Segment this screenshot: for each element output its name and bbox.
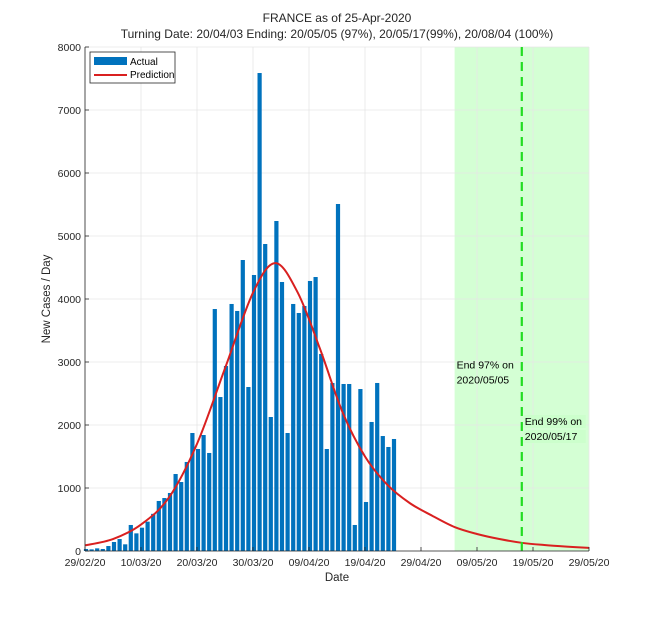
bar — [302, 305, 307, 551]
y-tick-label: 6000 — [58, 168, 82, 180]
legend-swatch-actual — [94, 57, 127, 65]
x-tick-label: 19/05/20 — [513, 557, 554, 569]
prediction-line — [84, 262, 590, 549]
bar — [358, 389, 363, 551]
bar — [184, 461, 189, 551]
bar — [268, 416, 273, 551]
bar — [145, 521, 150, 551]
bar — [380, 436, 385, 551]
bar — [223, 365, 229, 551]
bar — [167, 492, 173, 551]
bar — [369, 421, 374, 551]
bar — [251, 274, 257, 551]
bar — [279, 281, 285, 551]
y-axis-label: New Cases / Day — [41, 254, 53, 343]
y-tick-label: 7000 — [58, 105, 82, 117]
bar — [274, 221, 279, 552]
bar — [235, 310, 240, 551]
bar — [195, 449, 201, 551]
bar — [246, 387, 251, 551]
bar — [117, 539, 122, 551]
bar — [128, 524, 133, 551]
bar — [201, 435, 206, 551]
bar — [347, 383, 352, 551]
x-tick-label: 19/04/20 — [345, 557, 386, 569]
bar — [106, 546, 111, 551]
annotation-text: 2020/05/17 — [525, 431, 578, 443]
x-tick-label: 10/03/20 — [121, 557, 162, 569]
y-tick-label: 8000 — [58, 42, 82, 54]
bar — [89, 549, 94, 551]
x-tick-label: 09/05/20 — [457, 557, 498, 569]
bar — [285, 433, 290, 551]
legend: Actual Prediction — [89, 51, 176, 84]
bar — [363, 501, 369, 551]
bar — [100, 548, 105, 551]
bar — [207, 452, 212, 551]
y-tick-label: 1000 — [58, 483, 82, 495]
bar — [386, 446, 391, 551]
bar — [229, 303, 234, 551]
y-tick-label: 2000 — [58, 420, 82, 432]
bar — [341, 383, 346, 551]
annotation-text: 2020/05/05 — [457, 374, 510, 386]
annotation-bg — [523, 415, 586, 428]
bar — [330, 382, 335, 551]
bar — [134, 533, 139, 551]
bar — [179, 482, 184, 551]
x-tick-label: 09/04/20 — [289, 557, 330, 569]
bar — [257, 73, 262, 552]
bar — [123, 544, 128, 551]
x-tick-label: 29/05/20 — [569, 557, 610, 569]
legend-label-prediction: Prediction — [130, 70, 174, 81]
bar — [139, 527, 145, 551]
bar — [83, 548, 89, 551]
annotation-text: End 99% on — [525, 416, 582, 428]
bar — [335, 203, 341, 551]
bar — [352, 524, 357, 551]
bar — [95, 548, 100, 551]
bar — [307, 280, 313, 551]
bar — [391, 438, 397, 551]
y-tick-label: 3000 — [58, 357, 82, 369]
chart-title: FRANCE as of 25-Apr-2020 — [263, 11, 412, 25]
bar — [375, 382, 380, 551]
y-tick-label: 4000 — [58, 294, 82, 306]
bar — [173, 474, 178, 551]
x-tick-label: 29/04/20 — [401, 557, 442, 569]
bar — [111, 541, 117, 551]
bar — [218, 397, 223, 551]
bar — [263, 244, 268, 551]
x-axis-label: Date — [325, 572, 349, 584]
bar — [313, 277, 318, 551]
bar — [156, 500, 161, 551]
bar — [319, 353, 324, 551]
chart-subtitle: Turning Date: 20/04/03 Ending: 20/05/05 … — [121, 27, 554, 41]
x-tick-label: 30/03/20 — [233, 557, 274, 569]
y-tick-label: 0 — [75, 546, 81, 558]
y-tick-label: 5000 — [58, 231, 82, 243]
annotation-bg — [523, 430, 586, 443]
bar — [240, 260, 245, 551]
bar — [212, 309, 217, 551]
bar — [324, 449, 329, 551]
annotation-text: End 97% on — [457, 359, 514, 371]
bar — [162, 498, 167, 551]
bar — [291, 303, 296, 551]
x-tick-label: 20/03/20 — [177, 557, 218, 569]
x-tick-label: 29/02/20 — [65, 557, 106, 569]
bar — [296, 312, 301, 551]
bar — [151, 513, 156, 551]
bar — [190, 433, 195, 551]
legend-label-actual: Actual — [130, 57, 158, 68]
